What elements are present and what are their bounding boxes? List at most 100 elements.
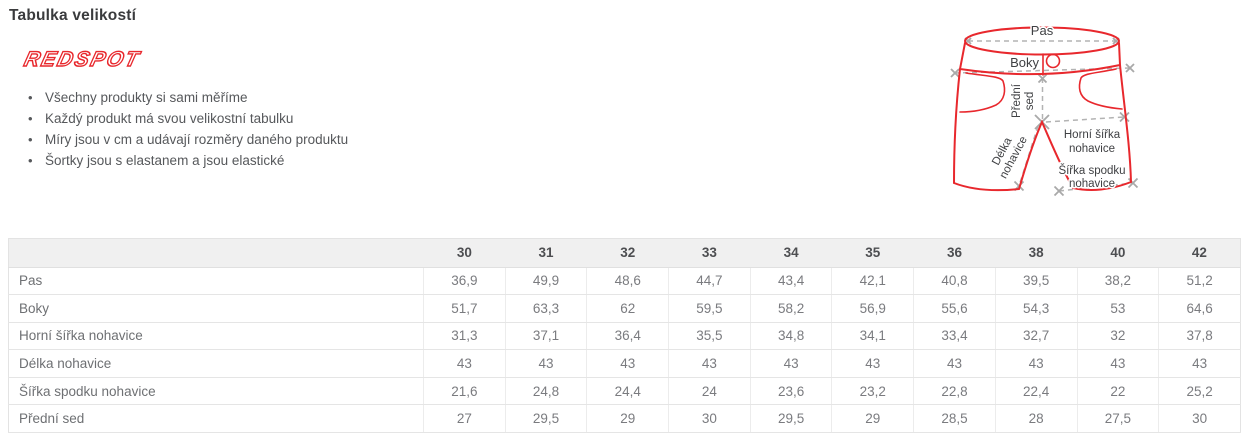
brand-logo: REDSPOT [13,42,163,79]
value-cell: 33,4 [913,322,996,351]
front-rise-label-line1: Přední [1011,83,1023,118]
leg-bottom-width-label-line2: nohavice [1069,178,1115,190]
table-corner-cell [8,238,424,268]
value-cell: 58,2 [749,294,833,323]
leg-bottom-width-measure-line [1058,182,1134,192]
value-cell: 32,7 [994,322,1078,351]
value-cell: 43 [1158,349,1241,378]
value-cell: 43 [994,349,1078,378]
value-cell: 22 [1076,377,1160,406]
table-row: Délka nohavice 43 43 43 43 43 43 43 43 43 43 [8,349,1241,378]
hips-label: Boky [1010,55,1039,70]
value-cell: 40,8 [913,267,996,296]
value-cell: 55,6 [913,294,996,323]
note-item: • Každý produkt má svou velikostní tabulk… [25,108,348,129]
size-column-header: 32 [586,238,669,268]
value-cell: 25,2 [1158,377,1241,406]
value-cell: 29,5 [749,404,833,434]
size-column-header: 31 [505,238,587,268]
bullet-icon: • [28,153,33,168]
shorts-diagram-icon: Pas Boky Přednísed Délkanohavice Horní š… [950,22,1139,197]
table-row: Boky 51,7 63,3 62 59,5 58,2 56,9 55,6 54,3 53 64,6 [8,294,1241,323]
page-title: Tabulka velikostí [9,7,137,24]
value-cell: 23,2 [831,377,915,406]
value-cell: 63,3 [504,294,588,323]
value-cell: 54,3 [994,294,1078,323]
upper-leg-width-label-line2: nohavice [1069,143,1115,155]
row-label: Délka nohavice [8,349,424,378]
value-cell: 43 [831,349,915,378]
redspot-logo-icon: REDSPOT [21,47,144,72]
size-table: 30 31 32 33 34 35 36 38 40 42 Pas 36,9 49,9 48,6 44,7… [8,238,1241,434]
note-item: • Míry jsou v cm a udávají rozměry daného… [25,129,348,150]
table-row: Horní šířka nohavice 31,3 37,1 36,4 35,5 34,8… [8,322,1241,351]
left-pocket-outline [959,72,1006,113]
value-cell: 22,8 [913,377,996,406]
row-label: Pas [8,267,424,296]
right-pocket-outline [1078,68,1123,110]
size-column-header: 40 [1077,238,1159,268]
waist-label: Pas [1031,23,1054,38]
value-cell: 27 [423,404,506,434]
value-cell: 43 [586,349,670,378]
row-label: Horní šířka nohavice [8,322,424,351]
value-cell: 51,2 [1158,267,1241,296]
value-cell: 44,7 [668,267,751,296]
value-cell: 29,5 [504,404,588,434]
value-cell: 36,9 [423,267,506,296]
front-rise-label: Přednísed [1011,83,1036,118]
table-row: Šířka spodku nohavice 21,6 24,8 24,4 24 23,6 2… [8,377,1241,406]
value-cell: 43,4 [749,267,833,296]
value-cell: 39,5 [994,267,1078,296]
value-cell: 22,4 [994,377,1078,406]
measure-mark-icon [1125,63,1135,73]
value-cell: 34,1 [831,322,915,351]
measure-mark-icon [1037,73,1048,84]
row-label: Boky [8,294,424,323]
value-cell: 43 [1076,349,1160,378]
upper-leg-width-measure-line [1045,116,1125,123]
table-row: Pas 36,9 49,9 48,6 44,7 43,4 42,1 40,8 39,5 38,2 5… [8,267,1241,296]
value-cell: 34,8 [749,322,833,351]
value-cell: 42,1 [831,267,915,296]
table-row: Přední sed 27 29,5 29 30 29,5 29 28,5 28 27,5 30 [8,404,1241,434]
value-cell: 24,4 [586,377,670,406]
note-text: Každý produkt má svou velikostní tabulku [45,111,294,126]
value-cell: 24 [668,377,751,406]
notes-list: • Všechny produkty si sami měříme • Každý p… [25,87,348,171]
row-label: Šířka spodku nohavice [8,377,424,406]
measure-mark-icon [950,68,960,78]
waistband-outline [958,42,1122,76]
value-cell: 37,8 [1158,322,1241,351]
note-item: • Šortky jsou s elastanem a jsou elastick… [25,150,348,171]
value-cell: 43 [913,349,996,378]
measure-mark-icon [1119,111,1130,123]
size-column-header: 30 [423,238,506,268]
leg-bottom-width-label: Šířka spodku nohavice [1058,164,1125,190]
value-cell: 43 [504,349,588,378]
value-cell: 49,9 [504,267,588,296]
value-cell: 43 [423,349,506,378]
size-column-header: 42 [1158,238,1241,268]
size-table-body: Pas 36,9 49,9 48,6 44,7 43,4 42,1 40,8 39,5 38,2 5… [8,267,1241,434]
leg-bottom-width-label-line1: Šířka spodku [1058,164,1125,177]
value-cell: 64,6 [1158,294,1241,323]
value-cell: 59,5 [668,294,751,323]
bullet-icon: • [28,132,33,147]
value-cell: 28 [994,404,1078,434]
size-column-header: 38 [995,238,1077,268]
value-cell: 53 [1076,294,1160,323]
size-column-header: 34 [750,238,832,268]
value-cell: 37,1 [504,322,588,351]
note-text: Šortky jsou s elastanem a jsou elastické [45,153,285,168]
row-label: Přední sed [8,404,424,434]
value-cell: 29 [831,404,915,434]
value-cell: 43 [749,349,833,378]
value-cell: 35,5 [668,322,751,351]
note-text: Míry jsou v cm a udávají rozměry daného … [45,132,349,147]
value-cell: 62 [586,294,670,323]
value-cell: 23,6 [749,377,833,406]
value-cell: 28,5 [913,404,996,434]
logo-text: REDSPOT [22,47,143,71]
value-cell: 56,9 [831,294,915,323]
